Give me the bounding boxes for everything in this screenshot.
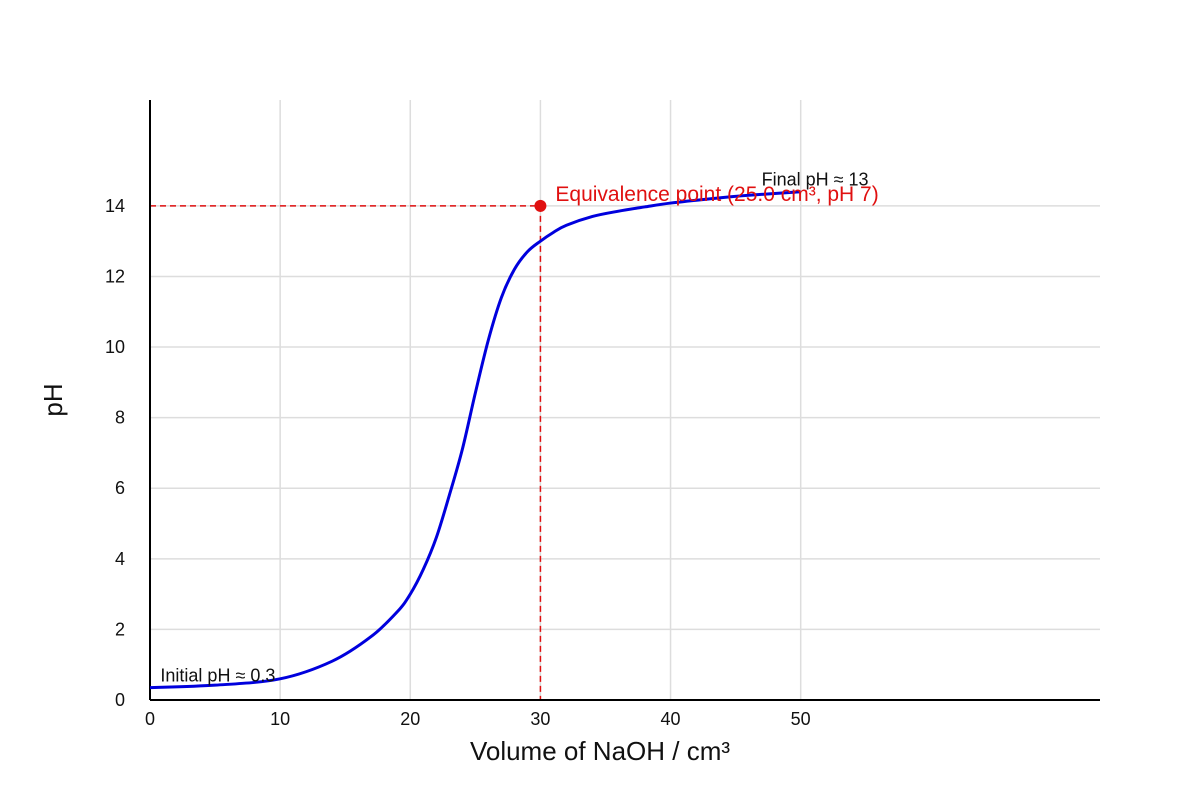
y-tick-label: 14 (105, 196, 125, 216)
y-tick-label: 12 (105, 266, 125, 286)
equivalence-point-label: Equivalence point (25.0 cm³, pH 7) (555, 183, 878, 206)
x-tick-label: 20 (400, 709, 420, 729)
y-tick-label: 2 (115, 619, 125, 639)
y-tick-label: 4 (115, 549, 125, 569)
y-tick-label: 10 (105, 337, 125, 357)
x-tick-labels: 0 10 20 30 40 50 (145, 709, 811, 729)
x-tick-label: 30 (530, 709, 550, 729)
equivalence-point-marker (534, 199, 547, 212)
final-ph-annotation: Final pH ≈ 13 (762, 169, 869, 189)
x-axis-label: Volume of NaOH / cm³ (470, 736, 730, 766)
y-tick-label: 6 (115, 478, 125, 498)
x-tick-label: 50 (791, 709, 811, 729)
y-axis-label: pH (38, 383, 68, 416)
x-tick-label: 0 (145, 709, 155, 729)
y-tick-label: 8 (115, 408, 125, 428)
equivalence-reference-lines (150, 205, 542, 700)
y-tick-label: 0 (115, 690, 125, 710)
x-tick-label: 40 (661, 709, 681, 729)
y-tick-labels: 0 2 4 6 8 10 12 14 (105, 196, 125, 710)
initial-ph-annotation: Initial pH ≈ 0.3 (160, 665, 275, 685)
x-tick-label: 10 (270, 709, 290, 729)
titration-curve (149, 190, 801, 690)
